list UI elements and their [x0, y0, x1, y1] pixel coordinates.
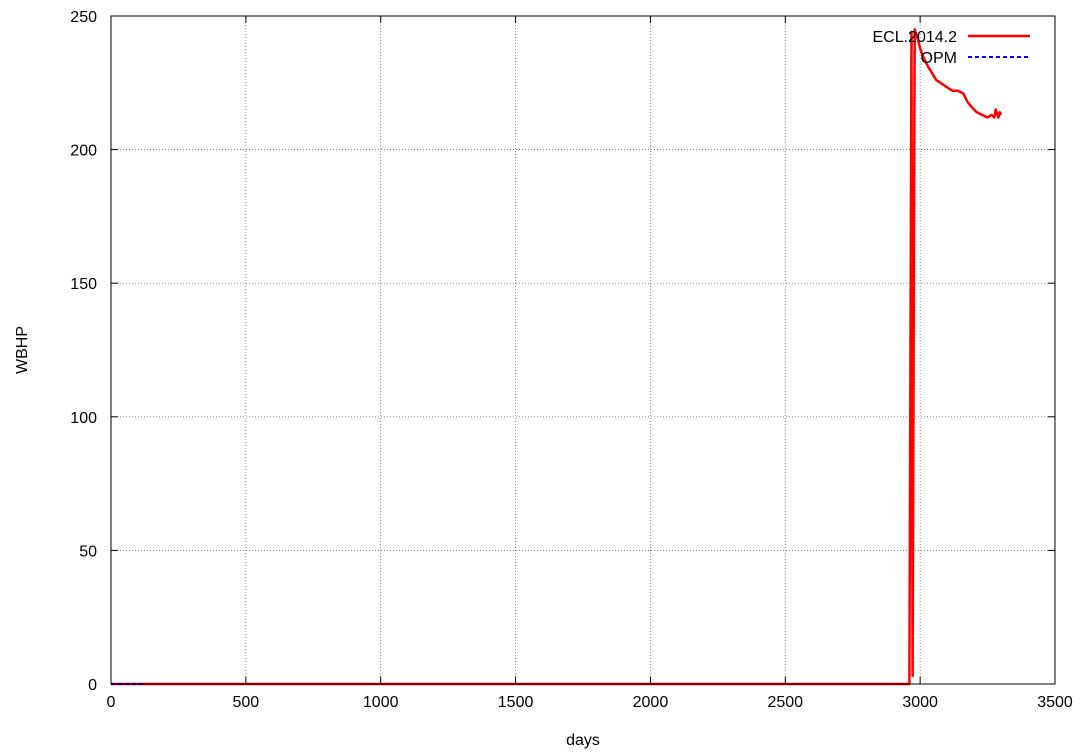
y-tick-label: 250	[70, 9, 97, 26]
legend: ECL.2014.2 OPM	[872, 29, 1030, 67]
x-tick-label: 0	[107, 694, 116, 711]
y-tick-label: 0	[88, 677, 97, 694]
grid-lines	[111, 16, 1055, 684]
y-axis-label: WBHP	[14, 326, 31, 374]
x-tick-label: 1000	[363, 694, 399, 711]
x-tick-label: 500	[233, 694, 260, 711]
plot-frame	[110, 15, 1056, 685]
legend-label: ECL.2014.2	[872, 29, 957, 46]
y-tick-labels: 0 50 100 150 200 250	[70, 9, 97, 694]
x-tick-label: 2000	[633, 694, 669, 711]
y-tick-label: 50	[79, 543, 97, 560]
x-axis-label: days	[566, 732, 600, 749]
series-line-1	[111, 28, 1003, 686]
legend-label: OPM	[921, 50, 957, 67]
y-tick-label: 200	[70, 143, 97, 160]
x-tick-label: 2500	[767, 694, 803, 711]
y-tick-label: 150	[70, 276, 97, 293]
plot-series	[111, 28, 1003, 686]
y-tick-label: 100	[70, 410, 97, 427]
x-tick-label: 1500	[498, 694, 534, 711]
x-tick-label: 3500	[1037, 694, 1073, 711]
axis-ticks	[110, 15, 1056, 685]
x-tick-labels: 0 500 1000 1500 2000 2500 3000 3500	[107, 694, 1073, 711]
x-tick-label: 3000	[902, 694, 938, 711]
